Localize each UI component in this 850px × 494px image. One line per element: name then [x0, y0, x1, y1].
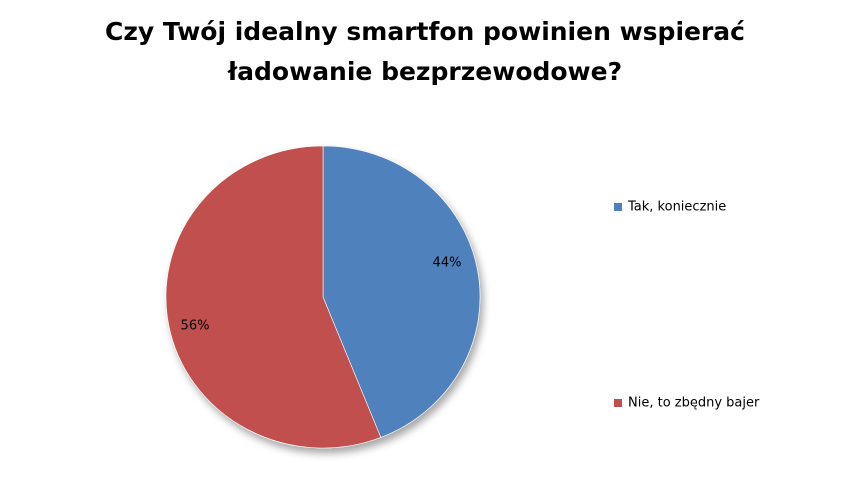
slice-data-label-2: 56% — [181, 319, 210, 334]
pie-slice-labels: 44% 56% — [181, 256, 462, 334]
chart-title-line-2: ładowanie bezprzewodowe? — [227, 57, 623, 86]
slice-data-label-1: 44% — [433, 256, 462, 271]
pie-slices — [165, 145, 481, 449]
pie-slice-2 — [165, 145, 382, 449]
legend-swatch-2 — [614, 399, 622, 407]
legend-label-1: Tak, koniecznie — [627, 200, 726, 215]
chart-legend: Tak, koniecznie Nie, to zbędny bajer — [614, 200, 760, 411]
pie-slice-1 — [322, 145, 481, 438]
legend-swatch-1 — [614, 203, 622, 211]
chart-title-line-1: Czy Twój idealny smartfon powinien wspie… — [104, 17, 745, 46]
chart-title: Czy Twój idealny smartfon powinien wspie… — [0, 12, 850, 92]
legend-label-2: Nie, to zbędny bajer — [628, 396, 760, 411]
